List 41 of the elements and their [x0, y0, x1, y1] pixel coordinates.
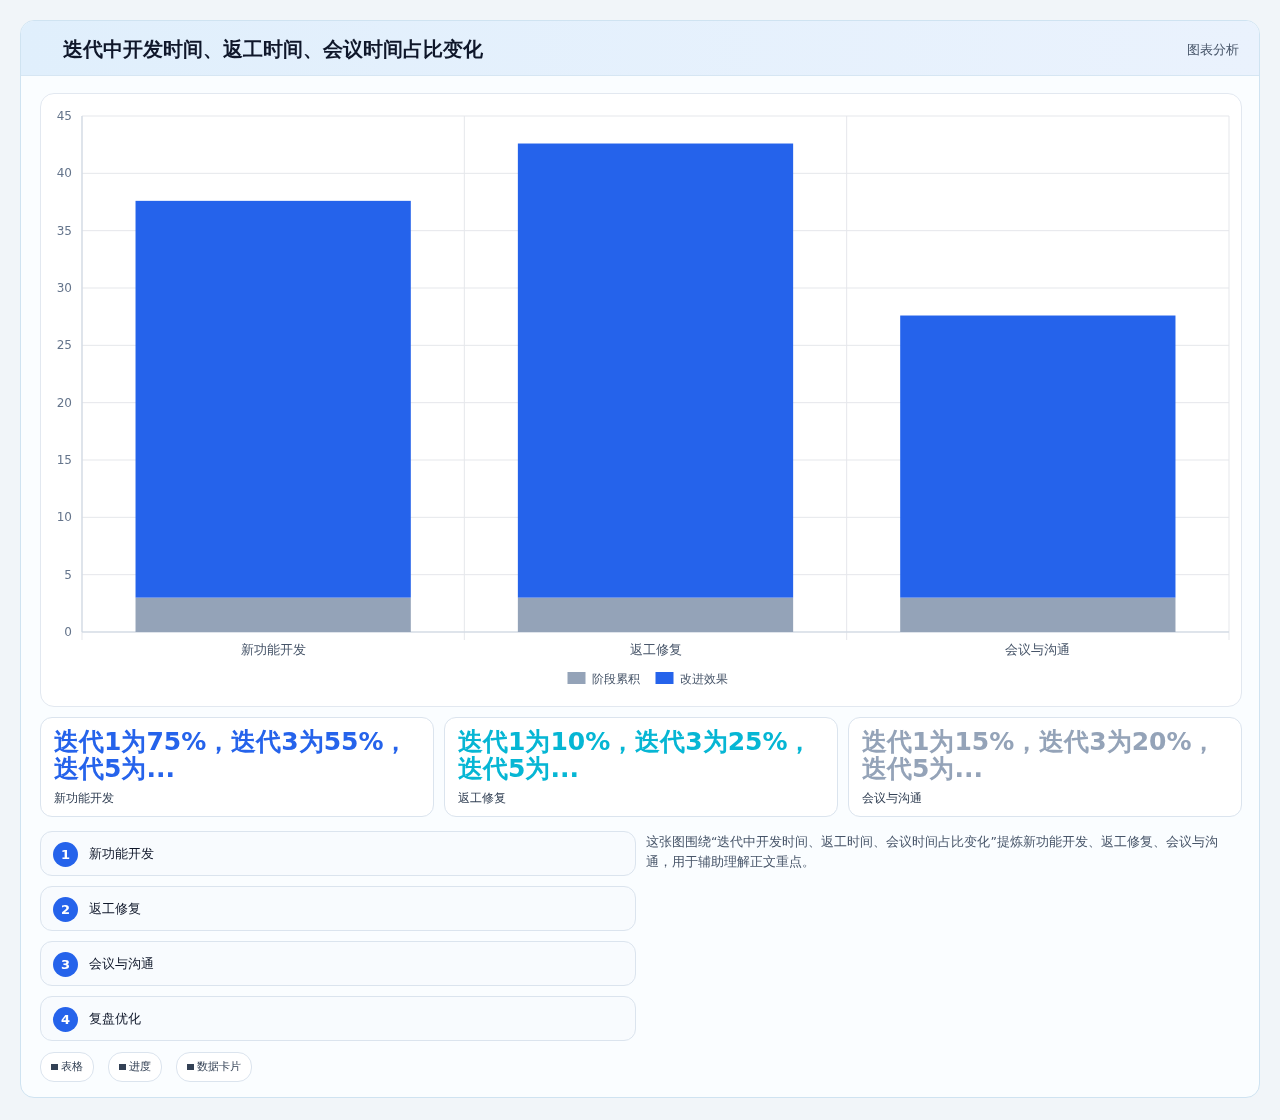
- y-tick-label: 20: [56, 395, 72, 410]
- x-tick-label: 返工修复: [629, 642, 682, 657]
- y-tick-label: 5: [64, 567, 72, 582]
- bar: [900, 315, 1176, 598]
- chart-title: 迭代中开发时间、返工时间、会议时间占比变化: [63, 36, 483, 63]
- text: 1: [53, 842, 78, 867]
- text: 3: [53, 952, 78, 977]
- text: 这张图围绕“迭代中开发时间、返工时间、会议时间占比变化”提炼新功能开发、返工修复、会议与沟通，用于辅助理解正文重点。: [646, 833, 1219, 871]
- text: 迭代1为10%，迭代3为25%，迭代5为...: [458, 727, 814, 783]
- x-tick-label: 新功能开发: [240, 642, 306, 657]
- text: 迭代1为75%，迭代3为55%，迭代5为...: [54, 727, 410, 783]
- text: 新功能开发: [89, 845, 154, 863]
- text: 图表分析: [1187, 41, 1239, 59]
- text: 新功能开发: [54, 790, 114, 807]
- y-tick-label: 10: [56, 510, 72, 525]
- bar: [135, 597, 411, 632]
- y-tick-label: 30: [56, 281, 72, 295]
- y-tick-label: 45: [56, 109, 72, 123]
- legend-label: 改进效果: [679, 672, 728, 686]
- legend-label: 阶段累积: [591, 672, 640, 686]
- text: 会议与沟通: [89, 955, 154, 973]
- bar: [517, 597, 794, 632]
- y-tick-label: 0: [64, 625, 72, 639]
- y-tick-label: 40: [56, 166, 72, 181]
- text: 4: [53, 1007, 78, 1032]
- y-tick-label: 35: [56, 223, 72, 238]
- bar: [900, 597, 1176, 632]
- text: 表格: [61, 1060, 83, 1073]
- bar: [517, 143, 794, 598]
- y-tick-label: 15: [56, 453, 72, 467]
- text: 返工修复: [89, 900, 141, 918]
- text: 2: [53, 897, 78, 922]
- x-tick-label: 会议与沟通: [1005, 642, 1071, 657]
- text: 返工修复: [458, 790, 506, 807]
- text: 会议与沟通: [862, 790, 922, 807]
- text: 迭代1为15%，迭代3为20%，迭代5为...: [862, 727, 1218, 783]
- bar: [135, 200, 411, 598]
- y-tick-label: 25: [56, 338, 72, 353]
- text: 复盘优化: [89, 1010, 141, 1028]
- text: 进度: [129, 1060, 151, 1073]
- text: 数据卡片: [197, 1060, 241, 1073]
